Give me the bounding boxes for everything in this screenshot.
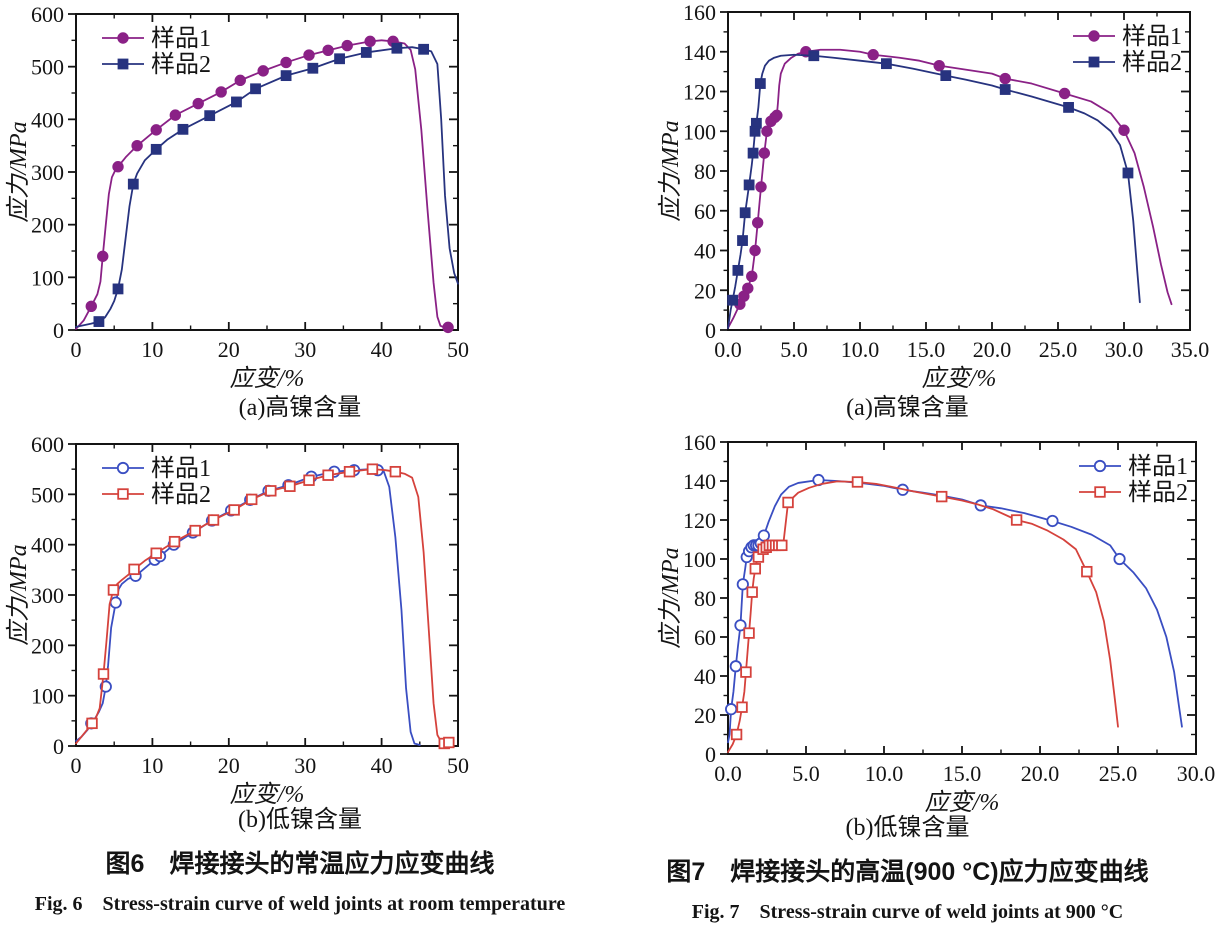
- fig7b-plot: 0.0 5.0 10.0 15.0 20.0 25.0 30.0 0 20 40 60 80 100 12…: [657, 430, 1215, 816]
- fig7a-plot: 0.0 5.0 10.0 15.0 20.0 25.0 30.0 35.0 0 20 40 60 80 1…: [657, 0, 1210, 392]
- svg-text:样品1: 样品1: [151, 455, 211, 482]
- svg-text:40: 40: [371, 337, 393, 362]
- svg-text:400: 400: [31, 533, 64, 558]
- figure7-block: 0.0 5.0 10.0 15.0 20.0 25.0 30.0 35.0 0 20 40 60 80 1…: [600, 0, 1215, 924]
- svg-text:0: 0: [705, 742, 716, 767]
- svg-text:5.0: 5.0: [780, 337, 808, 362]
- svg-text:应变/%: 应变/%: [925, 789, 1000, 812]
- svg-text:30: 30: [294, 337, 316, 362]
- svg-text:30.0: 30.0: [1105, 337, 1144, 362]
- figure6-title-en: Fig. 6 Stress-strain curve of weld joint…: [34, 893, 566, 915]
- svg-text:60: 60: [694, 625, 716, 650]
- svg-text:0: 0: [71, 337, 82, 362]
- svg-text:10.0: 10.0: [865, 761, 904, 786]
- svg-text:0: 0: [53, 734, 64, 759]
- svg-text:400: 400: [31, 107, 64, 132]
- figure6-block: 0 10 20 30 40 50 0 100 200 300 400 500 600 应变/% 应力/MPa…: [0, 0, 600, 916]
- svg-text:10.0: 10.0: [841, 337, 880, 362]
- svg-text:10: 10: [141, 753, 163, 778]
- fig7a-chart: 0.0 5.0 10.0 15.0 20.0 25.0 30.0 35.0 0 20 40 60 80 1…: [600, 0, 1215, 392]
- svg-text:15.0: 15.0: [907, 337, 946, 362]
- figure6-title-cn: 图6 焊接接头的常温应力应变曲线: [105, 850, 495, 878]
- svg-text:20: 20: [694, 278, 716, 303]
- svg-text:160: 160: [683, 430, 716, 455]
- svg-text:40: 40: [694, 664, 716, 689]
- svg-text:200: 200: [31, 213, 64, 238]
- svg-text:样品2: 样品2: [151, 481, 211, 508]
- svg-text:140: 140: [683, 469, 716, 494]
- svg-text:0: 0: [705, 318, 716, 343]
- fig6a-chart: 0 10 20 30 40 50 0 100 200 300 400 500 600 应变/% 应力/MPa…: [0, 0, 600, 392]
- svg-text:5.0: 5.0: [792, 761, 820, 786]
- svg-text:160: 160: [683, 0, 716, 25]
- svg-text:应变/%: 应变/%: [922, 365, 997, 392]
- fig6a-caption: (a)高镍含量: [238, 395, 362, 421]
- svg-text:30.0: 30.0: [1177, 761, 1215, 786]
- svg-text:500: 500: [31, 482, 64, 507]
- figure7-title-cn: 图7 焊接接头的高温(900 °C)应力应变曲线: [666, 858, 1149, 886]
- svg-text:30: 30: [294, 753, 316, 778]
- svg-text:25.0: 25.0: [1039, 337, 1078, 362]
- svg-text:0: 0: [53, 318, 64, 343]
- svg-text:0: 0: [71, 753, 82, 778]
- svg-text:100: 100: [31, 684, 64, 709]
- figure7-title-en: Fig. 7 Stress-strain curve of weld joint…: [691, 901, 1124, 923]
- fig6b-caption: (b)低镍含量: [238, 807, 362, 833]
- svg-text:应变/%: 应变/%: [230, 365, 305, 392]
- svg-text:15.0: 15.0: [943, 761, 982, 786]
- svg-text:600: 600: [31, 432, 64, 457]
- svg-text:140: 140: [683, 40, 716, 65]
- svg-text:20.0: 20.0: [973, 337, 1012, 362]
- svg-text:样品1: 样品1: [1122, 23, 1182, 50]
- svg-text:100: 100: [683, 547, 716, 572]
- svg-text:样品2: 样品2: [1122, 49, 1182, 76]
- svg-text:应力/MPa: 应力/MPa: [657, 120, 684, 221]
- svg-text:500: 500: [31, 55, 64, 80]
- svg-text:20: 20: [694, 703, 716, 728]
- svg-text:35.0: 35.0: [1171, 337, 1210, 362]
- svg-text:25.0: 25.0: [1099, 761, 1138, 786]
- svg-text:20: 20: [218, 337, 240, 362]
- fig7b-caption: (b)低镍含量: [845, 815, 970, 841]
- svg-text:应变/%: 应变/%: [230, 781, 305, 804]
- svg-text:80: 80: [694, 159, 716, 184]
- svg-text:样品1: 样品1: [1128, 453, 1188, 480]
- svg-text:300: 300: [31, 583, 64, 608]
- svg-text:20.0: 20.0: [1021, 761, 1060, 786]
- fig6b-plot: 0 10 20 30 40 500100200300400500600应变/%应力/MPa…: [5, 432, 469, 808]
- svg-text:20: 20: [218, 753, 240, 778]
- svg-text:100: 100: [31, 265, 64, 290]
- svg-text:40: 40: [371, 753, 393, 778]
- svg-text:样品2: 样品2: [151, 51, 211, 78]
- svg-text:200: 200: [31, 633, 64, 658]
- svg-text:10: 10: [141, 337, 163, 362]
- svg-text:0.0: 0.0: [714, 337, 742, 362]
- svg-text:100: 100: [683, 119, 716, 144]
- svg-text:0.0: 0.0: [714, 761, 742, 786]
- svg-text:300: 300: [31, 160, 64, 185]
- svg-text:50: 50: [447, 337, 469, 362]
- svg-text:样品1: 样品1: [151, 25, 211, 52]
- fig7a-caption: (a)高镍含量: [846, 395, 969, 421]
- svg-text:50: 50: [447, 753, 469, 778]
- fig7b-chart: 0.0 5.0 10.0 15.0 20.0 25.0 30.0 0 20 40 60 80 100 12…: [600, 426, 1215, 816]
- svg-text:120: 120: [683, 508, 716, 533]
- svg-text:600: 600: [31, 2, 64, 27]
- svg-text:应力/MPa: 应力/MPa: [5, 544, 32, 645]
- svg-text:样品2: 样品2: [1128, 479, 1188, 506]
- svg-text:120: 120: [683, 80, 716, 105]
- svg-text:应力/MPa: 应力/MPa: [657, 547, 684, 648]
- fig6b-chart: 0 10 20 30 40 50 0 100 200 300 400 500 600 应变/% 应力/MPa…: [0, 426, 600, 808]
- svg-text:80: 80: [694, 586, 716, 611]
- svg-text:应力/MPa: 应力/MPa: [5, 121, 32, 222]
- svg-text:60: 60: [694, 199, 716, 224]
- fig6a-plot: 0 10 20 30 40 500100200300400500600应变/%应力/MPa…: [5, 2, 469, 392]
- svg-text:40: 40: [694, 239, 716, 264]
